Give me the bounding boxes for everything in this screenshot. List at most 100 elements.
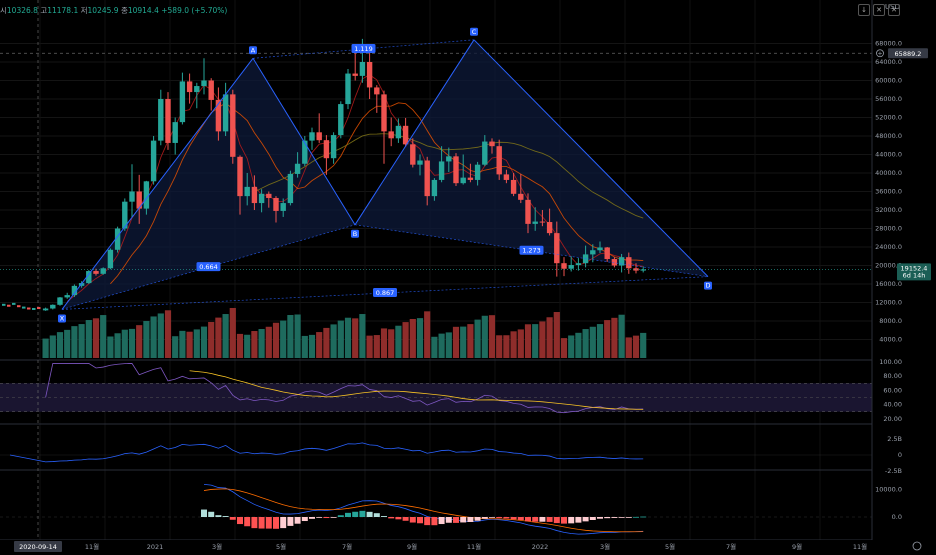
volume-bar (539, 321, 546, 358)
volume-bar (424, 311, 431, 358)
volume-bar (582, 329, 589, 358)
volume-bar (445, 332, 452, 358)
macd-histogram-bar (345, 512, 351, 517)
harmonic-point-marker (351, 229, 359, 238)
candle (32, 307, 36, 310)
maximize-close-icon[interactable]: ✕ (873, 4, 885, 16)
candle (590, 250, 596, 255)
candle (366, 62, 373, 88)
candle (467, 177, 474, 180)
volume-bar (244, 334, 251, 358)
volume-bars (42, 307, 647, 358)
harmonic-leg (61, 57, 254, 310)
candle (518, 193, 524, 200)
harmonic-point-label: C (472, 28, 477, 36)
ohlc-open-label: 시 (0, 6, 7, 15)
candle (597, 247, 603, 251)
candle (302, 140, 308, 164)
candle (417, 160, 423, 165)
price-tick-label: 68000.0 (875, 40, 902, 48)
candle (568, 265, 574, 269)
volume-bar (265, 326, 272, 358)
volume-bar (568, 335, 575, 358)
volume-bar (229, 307, 236, 358)
macd-histogram-bar (597, 517, 603, 519)
time-tick-label: 9월 (792, 542, 802, 551)
ohlc-high-label: 고 (40, 6, 48, 15)
candle (532, 221, 538, 224)
volume-bar (488, 315, 496, 358)
macd-histogram-bar (467, 517, 474, 522)
macd-histogram-bar (366, 511, 373, 517)
time-tick-label: 3월 (600, 542, 610, 551)
macd-histogram-bar (265, 517, 272, 529)
macd-histogram-bar (337, 515, 344, 517)
volume-bar (121, 329, 128, 358)
close-icon[interactable]: ✕ (888, 4, 900, 16)
price-tick-label: 16000.0 (875, 280, 902, 288)
harmonic-leg (354, 39, 475, 226)
harmonic-ratio-line (252, 39, 475, 59)
candle (294, 163, 301, 174)
volume-bar (402, 322, 409, 358)
harmonic-point-marker (58, 314, 66, 323)
currency-label[interactable]: USD (885, 3, 900, 11)
volume-bar (114, 333, 121, 358)
volume-bar (78, 324, 85, 358)
candle (215, 99, 222, 132)
volume-bar (193, 329, 200, 358)
macd-histogram-bar (402, 517, 409, 521)
volume-bar (280, 320, 287, 358)
volume-bar (640, 332, 647, 358)
candle (323, 140, 330, 159)
volume-bar (157, 313, 164, 358)
time-tick-label: 11월 (853, 542, 867, 551)
candle (143, 181, 150, 209)
harmonic-point-label: B (353, 230, 357, 238)
volume-bar (323, 327, 330, 358)
price-tick-label: 28000.0 (875, 225, 902, 233)
move-down-icon[interactable]: ↓ (858, 4, 870, 16)
volume-bar (344, 317, 352, 358)
macd-histogram-bar (323, 517, 330, 519)
candle (381, 94, 387, 132)
candle (158, 99, 164, 141)
price-tick-label: 44000.0 (875, 151, 902, 159)
rsi-tick-label: 20.00 (883, 415, 902, 423)
macd-histogram-bar (553, 517, 560, 524)
macd-histogram-bar (546, 517, 553, 522)
macd-signal-line (203, 488, 644, 533)
macd-histogram-bar (539, 517, 546, 522)
candle (7, 304, 11, 307)
macd-histogram-bar (568, 517, 575, 524)
rsi-ma-line (189, 370, 644, 410)
price-tick-label: 40000.0 (875, 169, 902, 177)
candle (309, 132, 315, 141)
rsi-tick-label: 80.00 (883, 372, 902, 380)
volume-bar (395, 325, 402, 358)
candle (71, 285, 78, 296)
price-tick-label: 12000.0 (875, 299, 902, 307)
time-tick-label: 7월 (726, 542, 736, 551)
volume-bar (524, 324, 532, 358)
harmonic-ratio-badge (196, 262, 221, 272)
price-marker-badge (888, 48, 928, 59)
rsi-tick-label: 60.00 (883, 386, 902, 394)
volume-bar (64, 329, 71, 358)
volume-bar (625, 337, 632, 358)
harmonic-pattern[interactable]: X A B C D 0.664 0.867 1.119 1.273 (58, 27, 712, 323)
candle (561, 263, 567, 269)
ohlc-low: 10245.9 (87, 6, 119, 15)
price-tick-label: 20000.0 (875, 262, 902, 270)
time-tick-label: 9월 (407, 542, 417, 551)
rsi-line (45, 363, 644, 414)
candlesticks[interactable] (2, 38, 646, 311)
candle (374, 87, 380, 95)
macd-histogram-bar (258, 517, 265, 529)
candle (165, 99, 171, 143)
volume-bar (301, 335, 308, 358)
volume-bar (460, 326, 467, 358)
volume-bar (604, 320, 611, 358)
